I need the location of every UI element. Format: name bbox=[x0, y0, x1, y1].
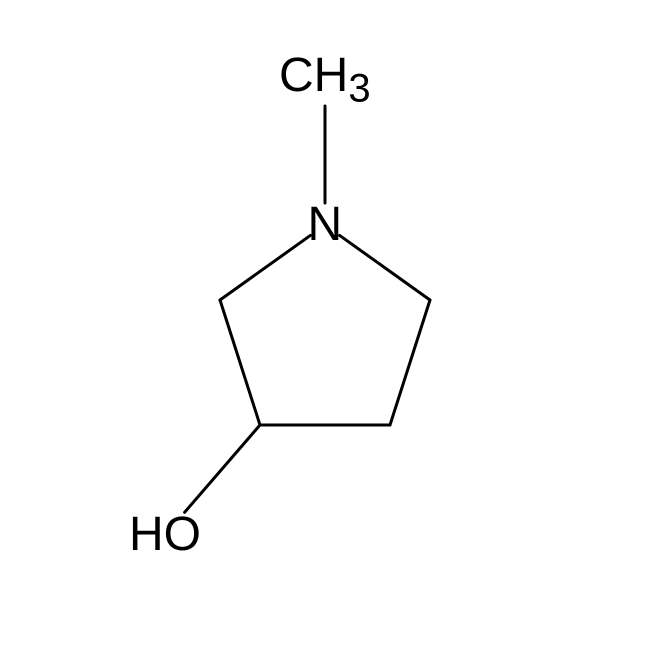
atom-hydroxyl: HO bbox=[129, 511, 201, 559]
atom-methyl: CH3 bbox=[279, 52, 371, 109]
atom-nitrogen: N bbox=[308, 201, 343, 249]
chemical-structure: N CH3 HO bbox=[0, 0, 650, 650]
